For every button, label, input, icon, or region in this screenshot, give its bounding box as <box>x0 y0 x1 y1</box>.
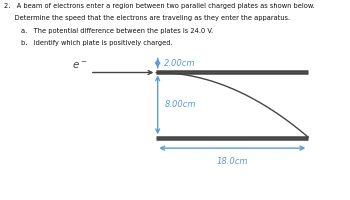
Text: b.   Identify which plate is positively charged.: b. Identify which plate is positively ch… <box>4 40 172 46</box>
Text: 18.0cm: 18.0cm <box>217 157 248 166</box>
Text: $e^-$: $e^-$ <box>71 60 87 71</box>
Text: 8.00cm: 8.00cm <box>164 100 196 109</box>
Text: 2.00cm: 2.00cm <box>164 59 196 68</box>
Text: Determine the speed that the electrons are traveling as they enter the apparatus: Determine the speed that the electrons a… <box>4 15 290 21</box>
Text: 2.   A beam of electrons enter a region between two parallel charged plates as s: 2. A beam of electrons enter a region be… <box>4 3 314 9</box>
Text: a.   The potential difference between the plates is 24.0 V.: a. The potential difference between the … <box>4 28 213 34</box>
